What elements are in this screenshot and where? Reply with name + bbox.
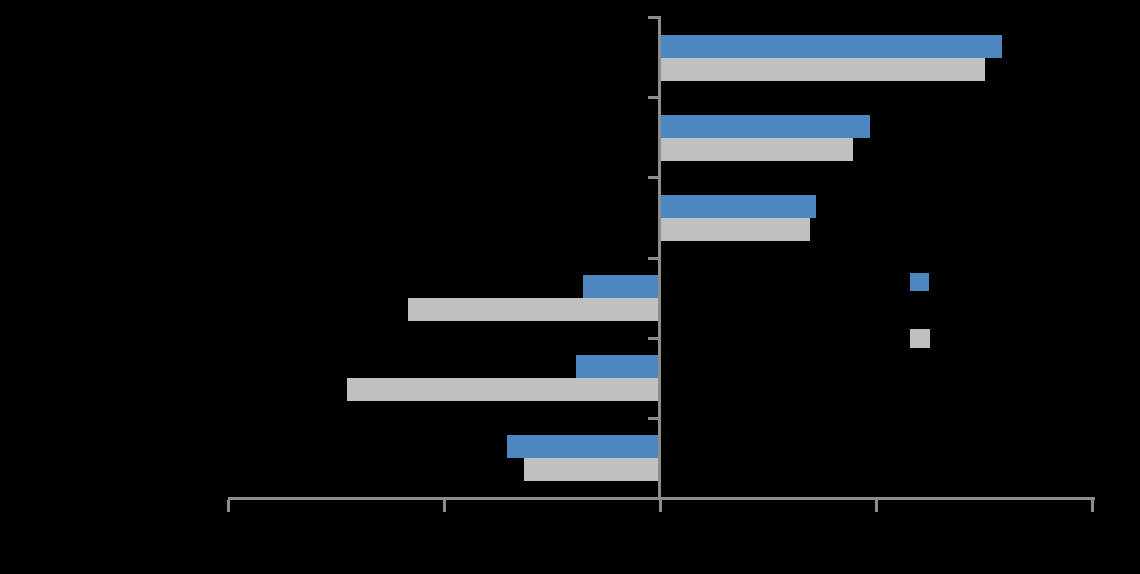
category-axis-tick <box>648 96 661 100</box>
value-axis-tick <box>443 500 446 512</box>
bar-group3-gray <box>660 217 810 241</box>
bar-group3-blue <box>660 194 817 218</box>
value-axis-tick <box>227 500 230 512</box>
value-axis-tick <box>875 500 878 512</box>
bar-group4-blue <box>582 275 661 298</box>
bar-group1-gray <box>660 57 985 81</box>
legend-swatch-blue <box>910 273 929 291</box>
bar-group2-blue <box>660 114 871 138</box>
category-axis-tick <box>648 416 661 420</box>
category-axis-tick <box>648 256 661 260</box>
bar-group5-gray <box>347 378 661 402</box>
category-axis-tick <box>648 497 661 501</box>
value-axis-tick <box>1091 500 1094 512</box>
bar-group6-blue <box>507 435 661 459</box>
category-axis-tick <box>648 16 661 19</box>
bar-group2-gray <box>660 137 853 161</box>
bar-group6-gray <box>524 458 661 482</box>
category-axis-tick <box>648 336 661 340</box>
bar-group5-blue <box>576 355 661 379</box>
value-axis-tick <box>659 500 662 512</box>
bar-group4-gray <box>407 298 661 321</box>
bar-group1-blue <box>660 34 1002 58</box>
category-axis-tick <box>648 176 661 180</box>
value-axis-line <box>228 497 1095 500</box>
legend-swatch-gray <box>910 329 930 348</box>
